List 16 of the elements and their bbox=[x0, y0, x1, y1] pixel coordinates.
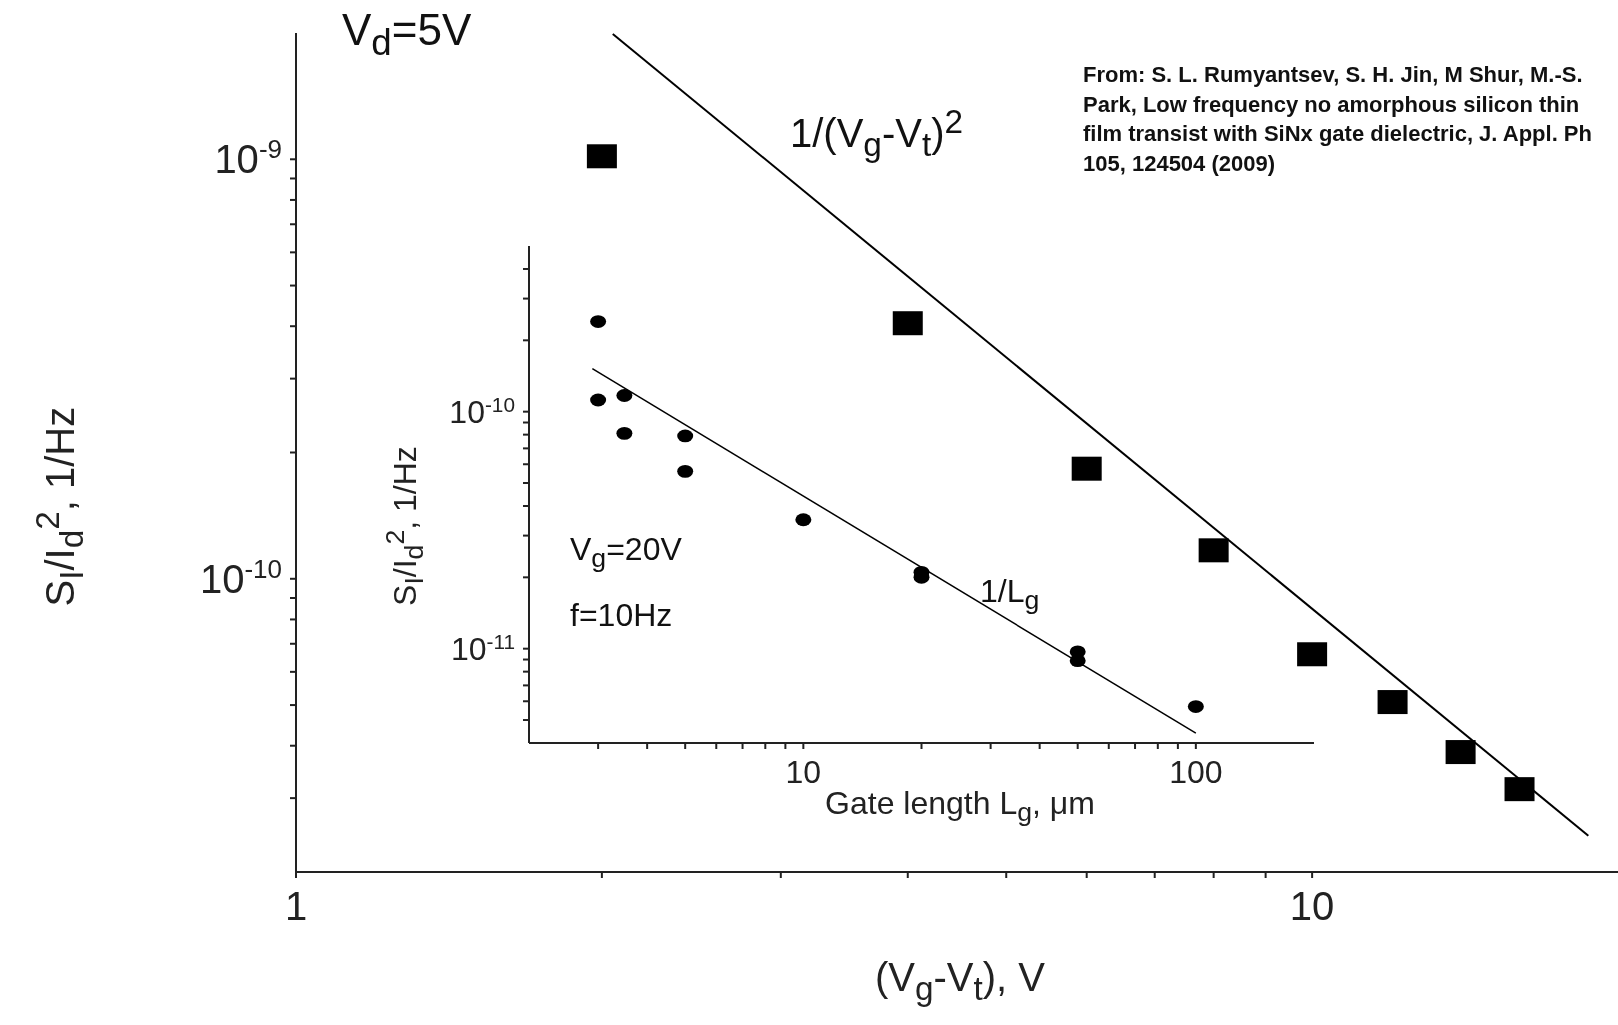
y-tick-label: 10$^{-11}$ bbox=[450, 629, 515, 667]
x-tick-label: 1 bbox=[284, 884, 308, 928]
x-tick-label: 100 bbox=[1169, 754, 1223, 790]
x-tick-label: 10 bbox=[785, 754, 822, 790]
x-axis-title: Gate length L$_{g}$, μm bbox=[825, 785, 1095, 828]
annotation: 1/(V$_{g}$-V$_{t}$)$^{2}$ bbox=[790, 103, 964, 164]
y-tick-label: 10$^{-10}$ bbox=[449, 392, 515, 430]
annotation: From: S. L. Rumyantsev, S. H. Jin, M Shur, M.-S. Park, Low frequency no amorphous silicon thin film transist with SiNx gate dielectric, J. Appl. Ph 105, 124504 (2009) bbox=[1083, 61, 1593, 179]
y-tick-label: 10$^{-9}$ bbox=[214, 134, 282, 182]
annotation: V$_{d}$=5V bbox=[342, 4, 473, 65]
x-tick-label: 10 bbox=[1289, 884, 1335, 928]
annotation: V$_{g}$=20V bbox=[570, 530, 683, 576]
x-axis-title: (V$_{g}$-V$_{t}$), V bbox=[873, 955, 1046, 1008]
y-tick-label: 10$^{-10}$ bbox=[199, 553, 282, 601]
annotation: 1/L$_{g}$ bbox=[980, 572, 1041, 618]
annotation: f=10Hz bbox=[570, 596, 674, 635]
